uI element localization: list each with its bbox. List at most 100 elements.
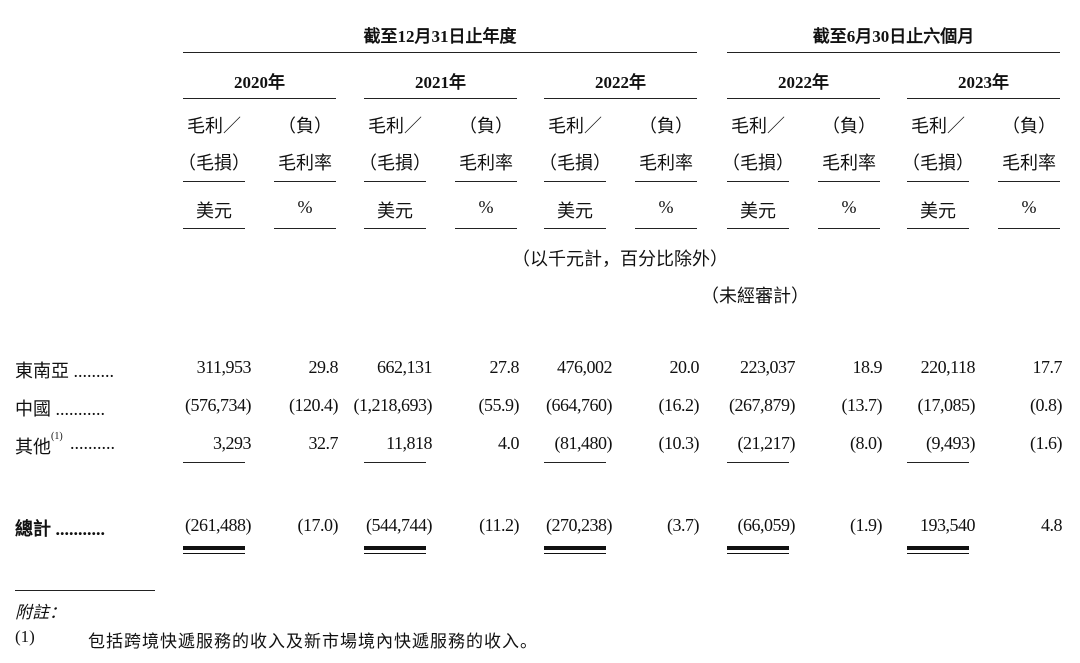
margin-header: 毛利率 (1002, 153, 1056, 173)
total-value: (261,488) (185, 515, 252, 535)
row-southeast-asia-value: 17.7 (1032, 357, 1063, 377)
divider (364, 228, 426, 229)
amount-header: （毛損） (539, 153, 611, 173)
divider (907, 228, 969, 229)
divider (998, 228, 1060, 229)
divider (727, 228, 789, 229)
row-others-value: (1.6) (1030, 433, 1063, 453)
total-value: (66,059) (737, 515, 796, 535)
row-southeast-asia-value: 18.9 (852, 357, 883, 377)
divider (183, 52, 697, 53)
divider (998, 181, 1060, 182)
total-value: (544,744) (366, 515, 433, 535)
margin-header: （負） (639, 116, 693, 136)
divider (183, 98, 336, 99)
row-china-value: (576,734) (185, 395, 252, 415)
year-header: 2023年 (958, 73, 1009, 92)
unit-label: % (297, 197, 313, 217)
unit-label: 美元 (196, 201, 232, 221)
row-southeast-asia-value: 223,037 (740, 357, 796, 377)
row-china-value: (120.4) (289, 395, 339, 415)
row-label: 中國 ........... (15, 399, 105, 419)
note-unaudited: （未經審計） (701, 286, 809, 306)
divider (544, 98, 697, 99)
margin-header: 毛利率 (639, 153, 693, 173)
year-header: 2022年 (595, 73, 646, 92)
total-value: (11.2) (479, 515, 519, 535)
total-double-underline (907, 546, 969, 554)
year-header: 2020年 (234, 73, 285, 92)
divider (818, 228, 880, 229)
total-label: 總計 ........... (15, 519, 105, 539)
row-others-value: 11,818 (386, 433, 432, 453)
divider (183, 228, 245, 229)
row-southeast-asia-value: 220,118 (920, 357, 976, 377)
divider (727, 52, 1060, 53)
margin-header: 毛利率 (459, 153, 513, 173)
unit-label: % (658, 197, 674, 217)
divider (818, 181, 880, 182)
row-others-value: (8.0) (850, 433, 883, 453)
row-others-value: 4.0 (498, 433, 520, 453)
row-label: 東南亞 ......... (15, 361, 114, 381)
amount-header: 毛利／ (368, 116, 422, 136)
divider (364, 181, 426, 182)
footnote-text: 包括跨境快遞服務的收入及新市場境內快遞服務的收入。 (88, 632, 538, 651)
amount-header: （毛損） (359, 153, 431, 173)
row-china-value: (13.7) (841, 395, 883, 415)
year-header: 2022年 (778, 73, 829, 92)
leader-dots: .......... (70, 433, 115, 453)
divider (907, 181, 969, 182)
row-southeast-asia-value: 29.8 (308, 357, 339, 377)
row-china-value: (17,085) (917, 395, 976, 415)
total-double-underline (183, 546, 245, 554)
row-southeast-asia-value: 476,002 (557, 357, 613, 377)
margin-header: 毛利率 (822, 153, 876, 173)
divider (635, 181, 697, 182)
margin-header: （負） (459, 116, 513, 136)
header-six-months: 截至6月30日止六個月 (812, 27, 975, 46)
row-label: 其他 (15, 437, 51, 457)
amount-header: （毛損） (722, 153, 794, 173)
unit-label: % (1021, 197, 1037, 217)
unit-label: % (478, 197, 494, 217)
divider (727, 98, 880, 99)
row-others-value: (9,493) (926, 433, 976, 453)
row-southeast-asia-value: 311,953 (196, 357, 252, 377)
year-header: 2021年 (415, 73, 466, 92)
row-china-value: (1,218,693) (353, 395, 433, 415)
row-southeast-asia-value: 27.8 (489, 357, 520, 377)
unit-label: 美元 (557, 201, 593, 221)
row-others-value: (10.3) (658, 433, 700, 453)
total-value: (1.9) (850, 515, 883, 535)
unit-label: 美元 (920, 201, 956, 221)
total-double-underline (364, 546, 426, 554)
amount-header: 毛利／ (731, 116, 785, 136)
header-full-year: 截至12月31日止年度 (363, 27, 517, 46)
amount-header: （毛損） (178, 153, 250, 173)
total-double-underline (544, 546, 606, 554)
total-value: 193,540 (920, 515, 976, 535)
divider (727, 181, 789, 182)
row-southeast-asia-value: 20.0 (669, 357, 700, 377)
total-value: (3.7) (667, 515, 700, 535)
subtotal-underline (364, 462, 426, 463)
row-china-value: (16.2) (658, 395, 700, 415)
note-thousands: （以千元計，百分比除外） (512, 249, 728, 269)
row-china-value: (55.9) (478, 395, 520, 415)
divider (907, 98, 1060, 99)
divider (455, 228, 517, 229)
row-others-value: (21,217) (737, 433, 796, 453)
total-value: 4.8 (1041, 515, 1063, 535)
amount-header: 毛利／ (911, 116, 965, 136)
row-southeast-asia-value: 662,131 (377, 357, 433, 377)
footnote-marker: (1) (15, 627, 35, 646)
subtotal-underline (544, 462, 606, 463)
row-others-value: 32.7 (308, 433, 339, 453)
divider (544, 181, 606, 182)
total-double-underline (727, 546, 789, 554)
subtotal-underline (183, 462, 245, 463)
row-others-value: 3,293 (213, 433, 252, 453)
unit-label: % (841, 197, 857, 217)
divider (274, 181, 336, 182)
